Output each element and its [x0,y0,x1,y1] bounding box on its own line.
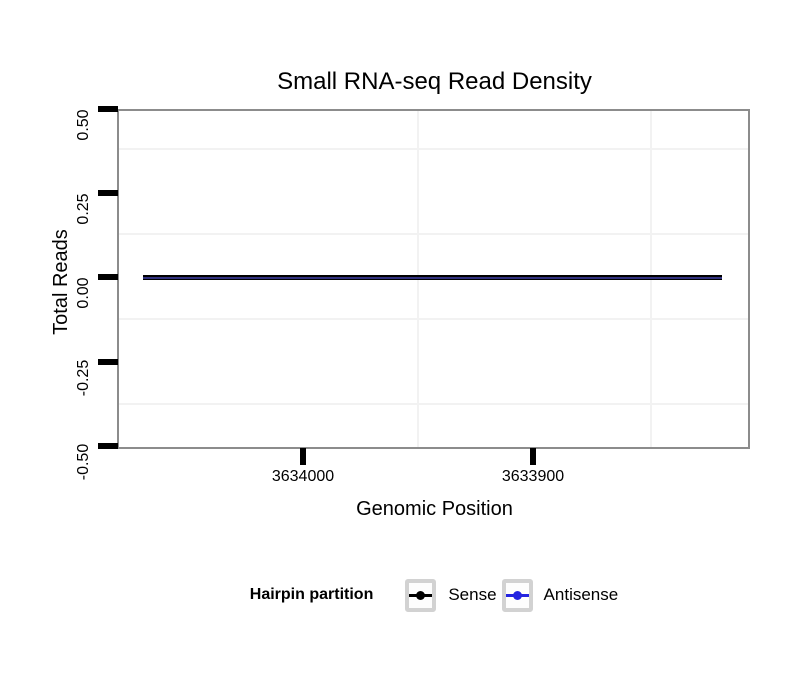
y-tick-label: -0.25 [75,359,92,397]
y-tick-mark [98,106,118,112]
legend: Hairpin partition Sense Antisense [59,577,809,613]
minor-gridline-h [119,403,748,405]
minor-gridline-h [119,318,748,320]
y-tick-label: 0.00 [75,277,92,309]
sense-point-icon [416,590,426,600]
plot-panel [117,109,750,449]
minor-gridline-h [119,233,748,235]
x-tick-mark [530,448,536,465]
y-tick-label: -0.50 [75,443,92,481]
y-tick-mark [98,359,118,365]
x-axis-title: Genomic Position [356,498,513,520]
y-tick-label: 0.25 [75,193,92,225]
x-tick-label: 3634000 [271,468,335,485]
legend-key-sense [405,578,437,612]
legend-label-antisense: Antisense [543,585,619,604]
minor-gridline-h [119,148,748,150]
chart-title: Small RNA-seq Read Density [277,68,592,95]
legend-label-sense: Sense [448,585,497,604]
series-line-antisense [143,276,722,279]
y-tick-mark [98,274,118,280]
y-tick-mark [98,443,118,449]
y-axis-title: Total Reads [50,229,72,335]
y-tick-mark [98,190,118,196]
legend-key-antisense [501,578,533,612]
legend-title: Hairpin partition [249,586,374,603]
x-tick-mark [300,448,306,465]
antisense-point-icon [512,590,522,600]
y-tick-label: 0.50 [75,109,92,141]
x-tick-label: 3633900 [501,468,565,485]
